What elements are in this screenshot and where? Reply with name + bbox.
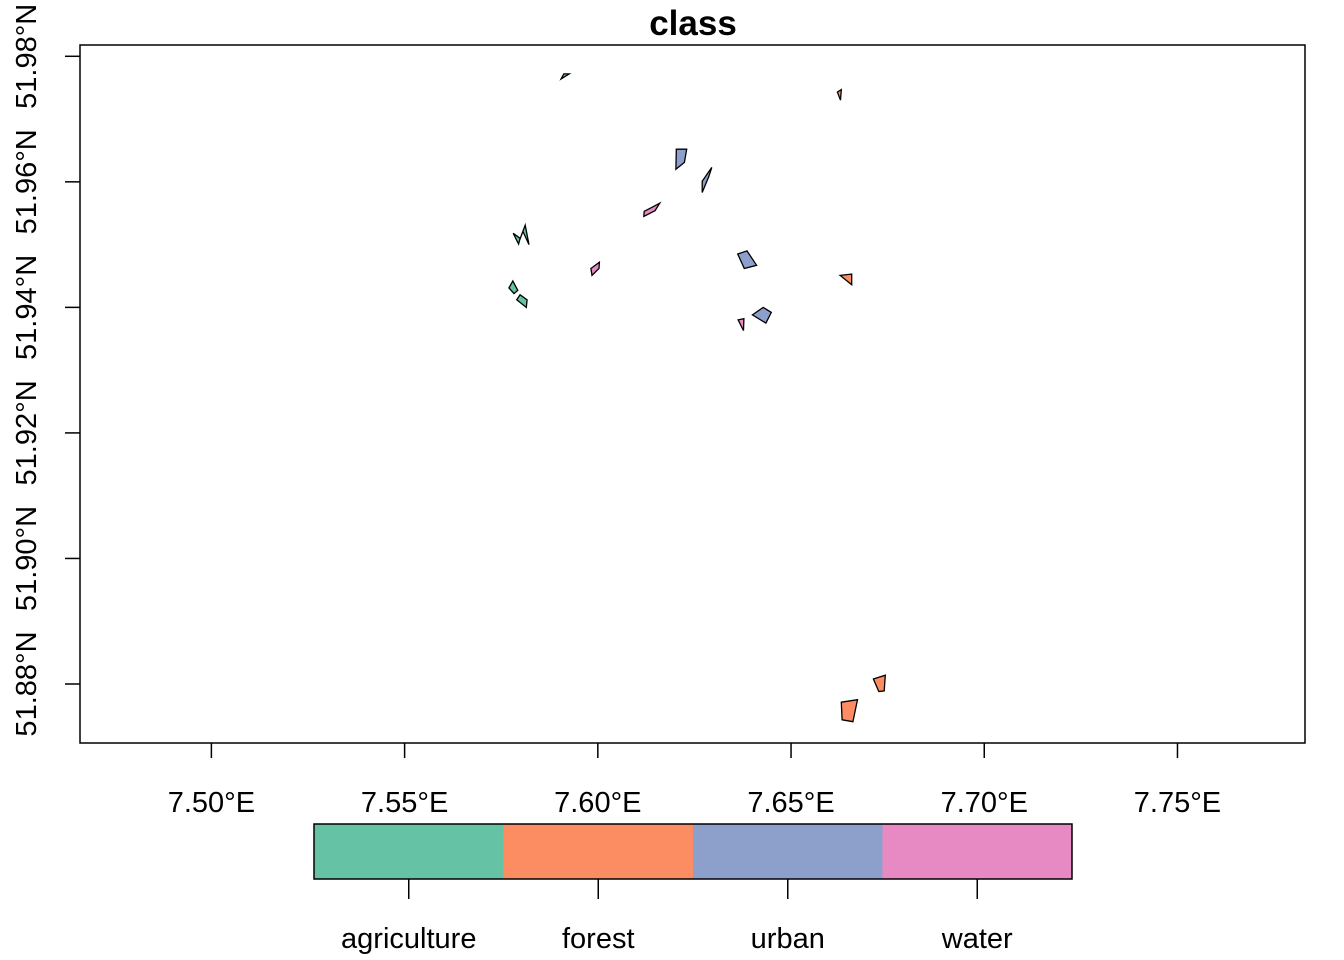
polygon-layer (508, 73, 887, 723)
polygon-agriculture (519, 222, 530, 245)
y-tick-label: 51.88°N (11, 631, 43, 736)
y-tick-label: 51.92°N (11, 380, 43, 485)
legend-swatch-urban (693, 824, 883, 879)
map-title: class (649, 4, 737, 43)
legend-swatch-agriculture (314, 824, 504, 879)
legend-frame (313, 823, 1073, 880)
polygon-agriculture (508, 279, 519, 295)
legend-label-water: water (941, 923, 1013, 955)
polygon-forest (840, 698, 859, 723)
polygon-agriculture (512, 232, 521, 246)
plot-frame (79, 44, 1306, 744)
legend-swatch-forest (503, 824, 693, 879)
x-axis: 7.50°E 7.55°E 7.60°E 7.65°E 7.70°E 7.75°E (168, 743, 1221, 819)
x-tick-label: 7.70°E (941, 787, 1028, 819)
polygon-water (590, 260, 601, 277)
polygon-urban (701, 167, 713, 193)
y-tick-label: 51.94°N (11, 255, 43, 360)
y-tick-label: 51.98°N (11, 4, 43, 109)
x-tick-label: 7.65°E (747, 787, 834, 819)
polygon-urban (751, 306, 773, 325)
y-tick-label: 51.90°N (11, 506, 43, 611)
polygon-agriculture (559, 73, 572, 81)
y-axis: 51.88°N 51.90°N 51.92°N 51.94°N 51.96°N 51.98… (11, 4, 80, 737)
x-tick-label: 7.50°E (168, 787, 255, 819)
polygon-forest (872, 674, 887, 693)
polygon-forest (836, 88, 843, 101)
legend-label-urban: urban (751, 923, 825, 955)
y-tick-label: 51.96°N (11, 129, 43, 234)
polygon-forest (838, 273, 853, 287)
legend-swatch-water (882, 824, 1072, 879)
x-tick-label: 7.60°E (554, 787, 641, 819)
polygon-agriculture (515, 293, 528, 309)
legend: agriculture forest urban water (313, 823, 1073, 955)
legend-label-agriculture: agriculture (341, 923, 476, 955)
polygon-water (737, 317, 745, 331)
polygon-water (643, 201, 662, 218)
legend-label-forest: forest (562, 923, 635, 955)
x-tick-label: 7.55°E (361, 787, 448, 819)
polygon-urban (675, 148, 688, 171)
polygon-urban (736, 250, 758, 270)
x-tick-label: 7.75°E (1134, 787, 1221, 819)
